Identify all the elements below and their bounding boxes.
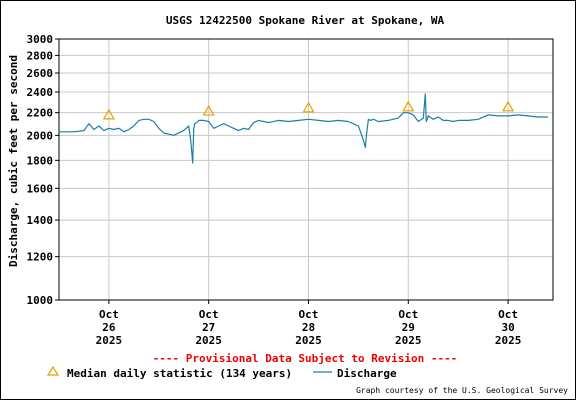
chart-title: USGS 12422500 Spokane River at Spokane, … (166, 14, 445, 27)
legend: Median daily statistic (134 years) Disch… (46, 365, 397, 380)
y-tick-label: 1000 (27, 294, 54, 307)
y-tick-label: 2200 (27, 107, 54, 120)
x-tick-label: 2025 (395, 334, 422, 347)
legend-median-label: Median daily statistic (134 years) (67, 367, 292, 380)
y-tick-label: 2800 (27, 49, 54, 62)
x-tick-label: 29 (402, 321, 415, 334)
y-axis-label: Discharge, cubic feet per second (7, 55, 20, 267)
discharge-series-line (59, 93, 548, 164)
y-tick-label: 1600 (27, 182, 54, 195)
median-markers (102, 100, 515, 120)
x-tick-label: 30 (501, 321, 514, 334)
y-tick-label: 3000 (27, 33, 54, 46)
legend-discharge-label: Discharge (337, 367, 397, 380)
y-tick-label: 1200 (27, 251, 54, 264)
legend-median-triangle-icon (46, 365, 60, 376)
grid-lines (59, 39, 553, 300)
x-tick-label: 2025 (295, 334, 322, 347)
x-tick-label: Oct (398, 308, 418, 321)
median-marker (402, 100, 415, 112)
y-tick-label: 1400 (27, 214, 54, 227)
x-tick-label: 26 (102, 321, 116, 334)
credit-line: Graph courtesy of the U.S. Geological Su… (356, 386, 568, 395)
x-tick-label: Oct (498, 308, 518, 321)
x-tick-label: 2025 (96, 334, 123, 347)
x-tick-label: 28 (302, 321, 315, 334)
y-tick-label: 2000 (27, 129, 54, 142)
series-layer (59, 93, 548, 164)
x-tick-label: Oct (299, 308, 319, 321)
provisional-notice: ---- Provisional Data Subject to Revisio… (153, 352, 458, 365)
y-tick-label: 2600 (27, 67, 54, 80)
median-marker (502, 100, 515, 112)
x-tick-label: 2025 (495, 334, 522, 347)
median-marker (302, 101, 315, 113)
x-tick-label: Oct (199, 308, 219, 321)
y-axis-ticks: 1000 1200 1400 1600 1800 2000 2200 2400 2600 2800… (27, 33, 59, 307)
y-tick-label: 1800 (27, 154, 54, 167)
x-tick-label: 27 (202, 321, 215, 334)
x-axis-ticks: Oct262025Oct272025Oct282025Oct292025Oct3… (96, 300, 522, 347)
median-marker (202, 104, 215, 116)
x-tick-label: 2025 (195, 334, 222, 347)
y-tick-label: 2400 (27, 86, 54, 99)
median-marker (102, 108, 115, 120)
plot-area (58, 38, 554, 301)
x-tick-label: Oct (99, 308, 119, 321)
